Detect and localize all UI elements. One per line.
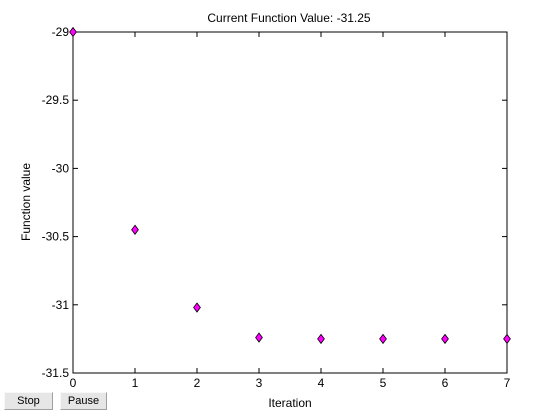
x-tick-label: 1: [132, 376, 139, 390]
data-series: [69, 26, 511, 345]
stop-button[interactable]: Stop: [4, 392, 53, 410]
y-axis: -29 -29.5 -30 -30.5 -31 -31.5: [42, 25, 507, 380]
x-tick-label: 0: [70, 376, 77, 390]
data-point-marker: [131, 224, 139, 235]
x-tick-label: 4: [318, 376, 325, 390]
data-point-marker: [441, 333, 449, 345]
data-point-marker: [379, 333, 387, 345]
x-axis-label: Iteration: [268, 396, 311, 410]
y-tick-label: -29: [52, 25, 70, 39]
x-axis: 0 1 2 3 4 5 6 7: [70, 32, 511, 390]
x-tick-label: 6: [442, 376, 449, 390]
data-point-marker: [503, 333, 511, 345]
y-tick-label: -31: [52, 298, 70, 312]
plot-area: [72, 31, 508, 374]
data-point-marker: [317, 333, 325, 345]
chart-title: Current Function Value: -31.25: [207, 11, 371, 25]
x-tick-label: 5: [380, 376, 387, 390]
y-tick-label: -29.5: [42, 93, 70, 107]
pause-button[interactable]: Pause: [60, 392, 107, 410]
x-tick-label: 2: [194, 376, 201, 390]
x-tick-label: 7: [504, 376, 511, 390]
x-tick-label: 3: [256, 376, 263, 390]
data-point-marker: [255, 332, 263, 343]
data-point-marker: [69, 26, 77, 38]
y-tick-label: -30.5: [42, 230, 70, 244]
data-point-marker: [193, 302, 201, 313]
y-tick-label: -30: [52, 161, 70, 175]
y-axis-label: Function value: [19, 163, 33, 241]
y-tick-label: -31.5: [42, 366, 70, 380]
